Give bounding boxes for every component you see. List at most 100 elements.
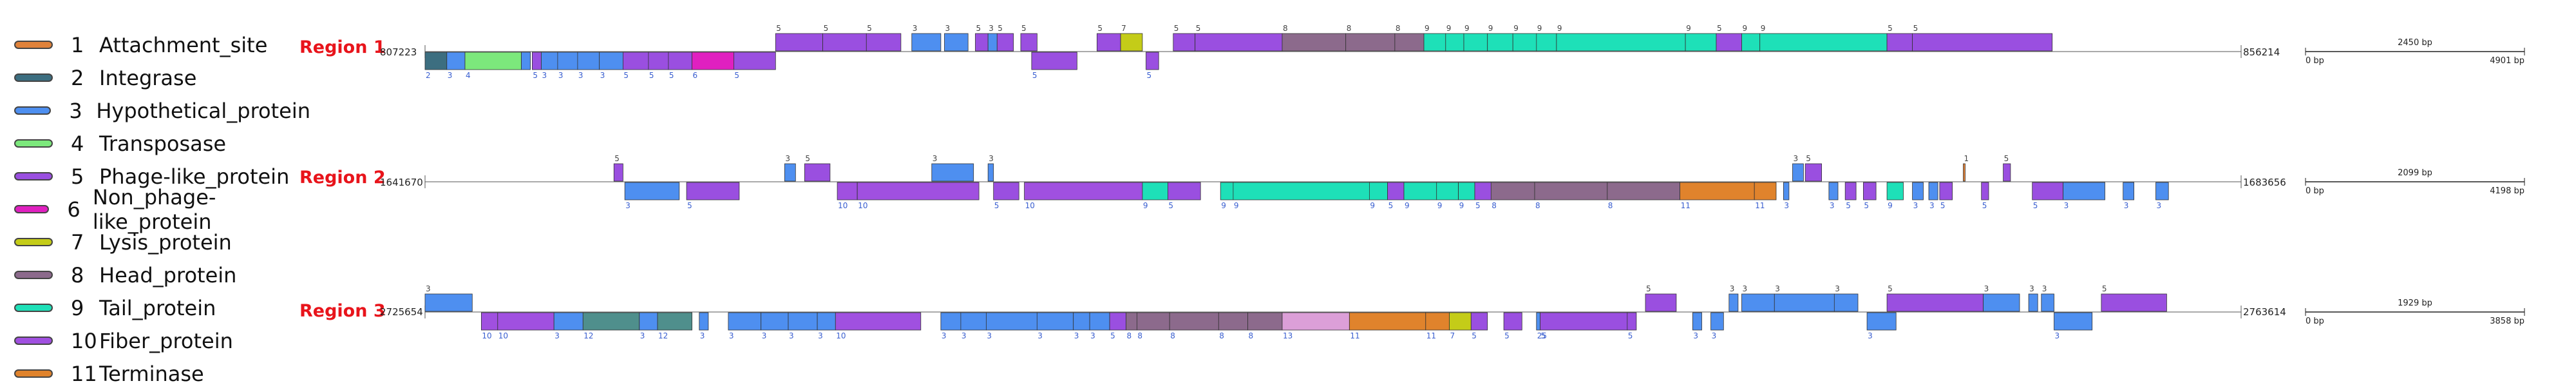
- gene-category-label: 5: [687, 201, 692, 210]
- gene-category-label: 9: [1405, 201, 1410, 210]
- gene-category-label: 5: [1541, 331, 1546, 340]
- swatch-hypothetical-protein: [14, 106, 52, 115]
- gene-block: [1886, 182, 1904, 200]
- gene-block: [686, 182, 740, 200]
- gene-block: [424, 293, 473, 312]
- gene-category-label: 3: [789, 331, 794, 340]
- gene-block: [648, 52, 669, 70]
- legend-num: 10: [71, 328, 97, 353]
- gene-block: [1233, 182, 1370, 200]
- gene-block: [1963, 163, 1965, 182]
- gene-block: [986, 312, 1037, 331]
- gene-category-label: 3: [1074, 331, 1079, 340]
- gene-block: [817, 312, 836, 331]
- gene-category-label: 7: [1121, 24, 1126, 33]
- gene-block: [1474, 182, 1492, 200]
- gene-block: [1403, 182, 1437, 200]
- gene-block: [1540, 312, 1628, 331]
- gene-block: [1142, 182, 1168, 200]
- gene-block: [613, 163, 623, 182]
- gene-category-label: 3: [2055, 331, 2060, 340]
- gene-block: [1036, 312, 1074, 331]
- gene-block: [734, 52, 776, 70]
- gene-block: [1503, 312, 1522, 331]
- gene-category-label: 9: [1488, 24, 1493, 33]
- gene-category-label: 9: [1513, 24, 1519, 33]
- gene-block: [987, 33, 998, 52]
- gene-category-label: 5: [1021, 24, 1027, 33]
- region-3-track: 310 10 3 12 3 12 3 3 3 3 3 10 3 3 3 3 3 3 5 8 8 8 8 8 13 11 11 7 5 5 2…: [424, 284, 2242, 340]
- gene-block: [557, 52, 578, 70]
- gene-category-label: 3: [1730, 284, 1735, 293]
- gene-block: [1195, 33, 1283, 52]
- gene-category-label: 3: [640, 331, 645, 340]
- gene-category-label: 3: [961, 331, 967, 340]
- gene-block: [1844, 182, 1857, 200]
- gene-block: [1828, 182, 1839, 200]
- gene-category-label: 5: [1913, 24, 1918, 33]
- gene-category-label: 10: [858, 201, 867, 210]
- swatch-head-protein: [14, 271, 53, 279]
- gene-block: [1928, 182, 1938, 200]
- gene-category-label: 5: [805, 154, 810, 163]
- gene-block: [668, 52, 693, 70]
- gene-category-label: 10: [498, 331, 508, 340]
- gene-category-label: 3: [600, 71, 605, 80]
- gene-category-label: 5: [1940, 201, 1946, 210]
- gene-category-label: 8: [1347, 24, 1352, 33]
- gene-block: [2063, 182, 2105, 200]
- gene-block: [1627, 312, 1637, 331]
- gene-category-label: 5: [1097, 24, 1103, 33]
- gene-category-label: 9: [1446, 24, 1452, 33]
- gene-block: [1680, 182, 1755, 200]
- gene-block: [1645, 293, 1677, 312]
- gene-block: [1607, 182, 1681, 200]
- gene-block: [481, 312, 498, 331]
- gene-category-label: 3: [554, 331, 560, 340]
- gene-category-label: 5: [1888, 24, 1893, 33]
- gene-category-label: 3: [913, 24, 918, 33]
- gene-block: [804, 163, 831, 182]
- gene-block: [446, 52, 466, 70]
- legend-label: Integrase: [99, 65, 197, 90]
- gene-block: [1886, 293, 1984, 312]
- gene-category-label: 5: [1472, 331, 1477, 340]
- gene-category-label: 3: [1929, 201, 1935, 210]
- legend-num: 3: [69, 98, 82, 123]
- gene-block: [1146, 52, 1159, 70]
- legend-item-non-phage-like-protein: 6 Non_phage-like_protein: [14, 185, 310, 234]
- swatch-tail-protein: [14, 304, 53, 312]
- gene-block: [1169, 312, 1219, 331]
- gene-block: [1536, 33, 1557, 52]
- gene-category-label: 9: [1743, 24, 1748, 33]
- legend-num: 9: [71, 295, 84, 320]
- gene-block: [2101, 293, 2167, 312]
- gene-category-label: 5: [1717, 24, 1722, 33]
- gene-category-label: 10: [836, 331, 846, 340]
- gene-category-label: 5: [867, 24, 872, 33]
- gene-category-label: 3: [2029, 284, 2034, 293]
- gene-block: [1470, 312, 1488, 331]
- gene-category-label: 3: [1794, 154, 1799, 163]
- swatch-fiber-protein: [14, 336, 53, 345]
- gene-category-label: 3: [729, 331, 734, 340]
- gene-block: [532, 52, 542, 70]
- gene-block: [2003, 163, 2011, 182]
- gene-block: [1345, 33, 1396, 52]
- gene-block: [1247, 312, 1283, 331]
- gene-category-label: 11: [1755, 201, 1765, 210]
- gene-block: [692, 52, 734, 70]
- gene-block: [1490, 182, 1535, 200]
- gene-category-label: 3: [945, 24, 951, 33]
- gene-block: [1120, 33, 1143, 52]
- legend-label: Lysis_protein: [99, 229, 232, 255]
- gene-category-label: 9: [1425, 24, 1430, 33]
- swatch-phage-like-protein: [14, 172, 53, 180]
- region-3-label: Region 3: [299, 301, 386, 321]
- gene-block: [1886, 33, 1913, 52]
- gene-block: [866, 33, 902, 52]
- gene-category-label: 5: [623, 71, 629, 80]
- gene-block: [582, 312, 640, 331]
- gene-block: [2041, 293, 2054, 312]
